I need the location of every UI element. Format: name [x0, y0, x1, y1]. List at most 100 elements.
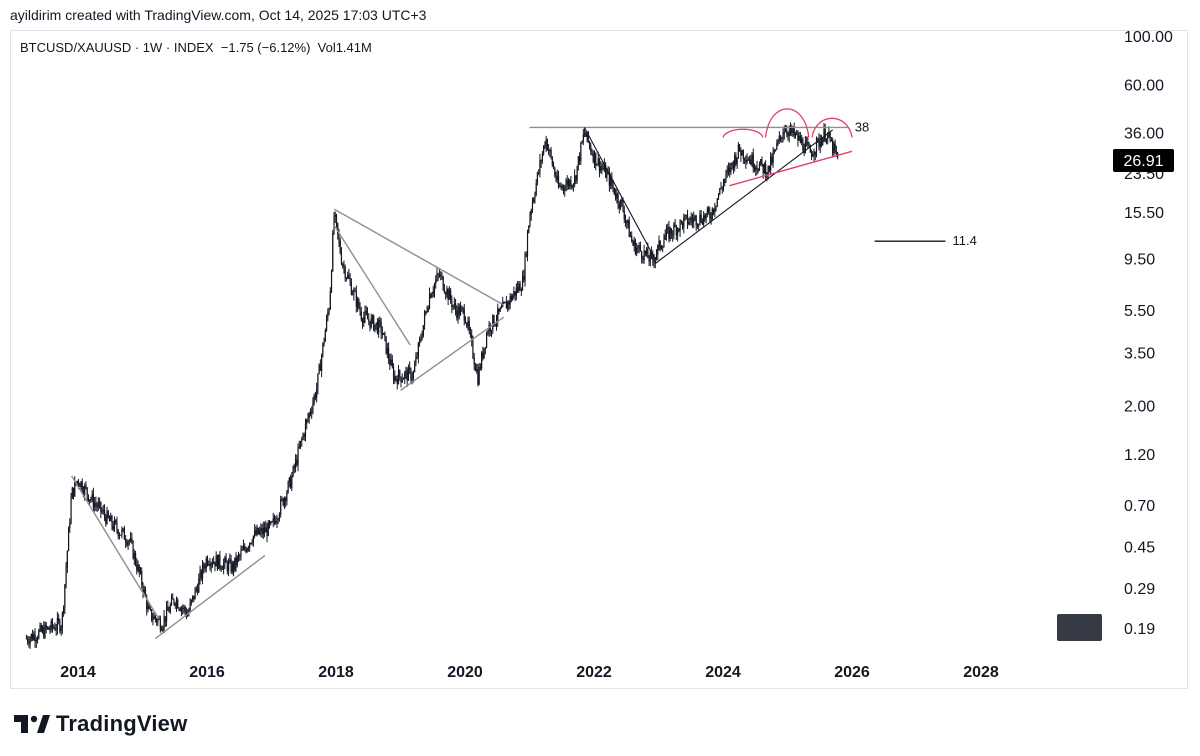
candle-body: [285, 498, 287, 502]
x-tick-label: 2028: [963, 664, 999, 681]
candle-body: [659, 240, 661, 249]
candle-body: [719, 188, 721, 195]
candle-body: [752, 154, 754, 169]
candle-body: [278, 514, 281, 519]
candle-body: [263, 527, 266, 533]
candle-body: [46, 627, 49, 629]
candle-body: [327, 312, 329, 318]
candle-body: [32, 633, 34, 640]
candle-body: [365, 311, 367, 314]
candle-body: [428, 293, 431, 308]
scroll-to-realtime-button[interactable]: [1057, 614, 1102, 641]
candle-body: [561, 185, 563, 188]
candle-body: [655, 254, 658, 258]
candle-body: [761, 159, 763, 165]
candle-body: [786, 130, 788, 134]
candle-body: [636, 248, 638, 254]
candle-body: [435, 280, 437, 284]
candle-body: [598, 158, 601, 171]
candle-body: [513, 291, 515, 296]
price-axis[interactable]: 100.0060.0036.0023.5015.509.505.503.502.…: [1124, 29, 1173, 638]
candle-body: [86, 487, 88, 495]
candle-body: [422, 325, 424, 337]
candle-body: [595, 152, 597, 166]
candle-body: [59, 620, 61, 632]
candle-body: [628, 220, 630, 237]
candle-body: [271, 521, 273, 523]
candle-body: [611, 177, 613, 185]
candle-body: [606, 171, 608, 178]
candle-body: [481, 352, 483, 369]
candle-body: [77, 480, 80, 484]
candle-body: [44, 624, 46, 638]
candle-body: [587, 131, 589, 142]
candle-body: [689, 218, 691, 223]
candle-body: [225, 557, 227, 563]
candle-body: [570, 180, 572, 188]
candle-body: [41, 627, 44, 632]
candle-body: [572, 183, 575, 186]
candle-body: [247, 547, 250, 549]
candle-body: [812, 154, 814, 157]
candle-body: [507, 301, 509, 309]
candle-body: [174, 603, 176, 606]
candle-body: [193, 595, 195, 600]
candle-body: [569, 180, 571, 186]
time-axis[interactable]: 2014 2016 2018 2020 2022 2024 2026 2028: [60, 664, 999, 681]
candle-body: [396, 378, 398, 385]
symbol-info-line[interactable]: BTCUSD/XAUUSD · 1W · INDEX −1.75 (−6.12%…: [20, 40, 372, 55]
annotation-38-label: 38: [855, 119, 869, 134]
candle-body: [567, 180, 570, 186]
candle-body: [601, 166, 603, 168]
candle-body: [701, 221, 704, 225]
candle-body: [48, 627, 50, 630]
candle-body: [483, 348, 485, 358]
candle-body: [76, 480, 78, 484]
candle-body: [531, 202, 534, 211]
candle-body: [125, 539, 127, 543]
candle-body: [49, 629, 51, 631]
candle-body: [71, 487, 73, 499]
candle-body: [545, 139, 547, 147]
candle-body: [438, 274, 441, 276]
tradingview-logo[interactable]: TradingView: [14, 711, 187, 737]
candle-body: [272, 518, 274, 522]
tradingview-logo-icon: [14, 715, 50, 733]
candle-body: [316, 388, 318, 398]
candle-body: [45, 624, 47, 629]
candle-body: [156, 619, 158, 623]
candle-body: [664, 235, 666, 240]
candle-body: [122, 528, 124, 530]
candle-body: [85, 485, 87, 488]
candle-body: [505, 301, 508, 309]
x-tick-label: 2024: [705, 664, 741, 681]
candle-body: [324, 330, 326, 342]
candle-body: [107, 511, 109, 518]
head-and-shoulders-arcs: [722, 108, 853, 138]
candle-body: [34, 634, 36, 642]
candle-body: [652, 254, 654, 260]
candle-body: [632, 240, 634, 246]
candle-body: [765, 164, 767, 177]
candle-body: [110, 516, 112, 522]
candle-body: [252, 535, 254, 543]
candle-body: [641, 251, 643, 259]
candle-body: [454, 303, 457, 311]
candle-body: [772, 152, 774, 164]
candle-body: [736, 157, 738, 164]
candle-body: [693, 217, 695, 222]
candle-body: [463, 309, 465, 321]
candle-body: [830, 140, 833, 142]
candle-body: [128, 540, 130, 542]
candle-body: [560, 185, 562, 188]
y-tick-label: 60.00: [1124, 77, 1164, 94]
candle-body: [66, 551, 68, 568]
candle-body: [232, 562, 235, 571]
candle-body: [350, 282, 352, 295]
candle-body: [683, 217, 685, 228]
candle-body: [833, 143, 835, 154]
candle-body: [163, 616, 165, 628]
candle-body: [134, 553, 137, 565]
candle-body: [544, 145, 546, 147]
